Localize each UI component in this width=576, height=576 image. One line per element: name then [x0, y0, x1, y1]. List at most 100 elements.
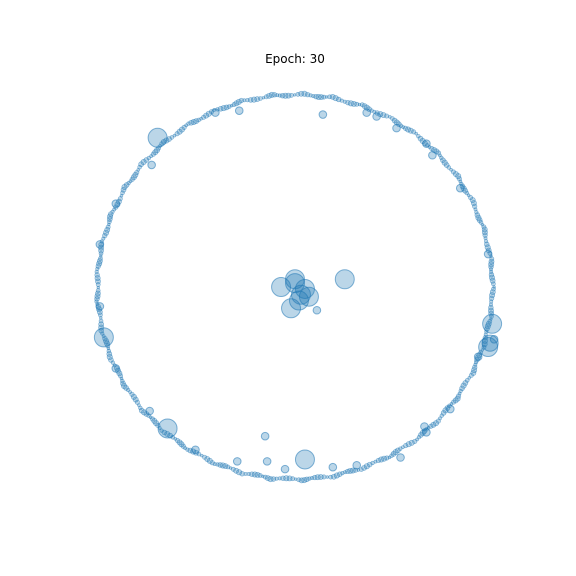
scatter-point-medium: [362, 108, 371, 117]
scatter-point-medium: [396, 453, 405, 462]
scatter-point-ring: [325, 475, 329, 479]
scatter-point-large: [334, 269, 355, 290]
scatter-point-ring: [267, 476, 274, 483]
scatter-point-ring: [95, 266, 100, 271]
scatter-point-ring: [408, 439, 415, 446]
scatter-point-ring: [106, 354, 113, 361]
scatter-point-medium: [428, 150, 437, 160]
scatter-point-medium: [211, 108, 220, 117]
scatter-point-medium: [234, 106, 244, 115]
scatter-point-large: [157, 418, 178, 439]
scatter-point-ring: [405, 126, 412, 133]
scatter-point-ring: [470, 200, 477, 207]
scatter-point-ring: [96, 286, 100, 290]
scatter-point-ring: [230, 466, 236, 472]
scatter-point-ring: [161, 429, 168, 436]
scatter-point-ring: [203, 112, 210, 119]
scatter-point-ring: [489, 256, 495, 262]
scatter-point-ring: [416, 133, 421, 139]
scatter-point-medium: [260, 431, 270, 441]
scatter-point-medium: [280, 464, 290, 474]
scatter-point-medium: [392, 123, 401, 133]
scatter-point-medium: [232, 457, 242, 466]
scatter-point-ring: [121, 382, 128, 389]
scatter-point-medium: [147, 160, 156, 170]
scatter-point-large: [482, 313, 503, 334]
scatter-point-ring: [245, 98, 250, 103]
scatter-point-medium: [328, 462, 338, 472]
scatter-point-ring: [97, 312, 103, 318]
scatter-point-large: [481, 334, 499, 352]
scatter-point-ring: [117, 196, 123, 202]
scatter-point-ring: [95, 288, 101, 293]
scatter-point-ring: [266, 92, 273, 99]
scatter-point-large: [298, 286, 319, 307]
scatter-point-ring: [359, 102, 365, 108]
scatter-point-ring: [222, 463, 229, 469]
scatter-point-medium: [455, 183, 465, 193]
scatter-point-large: [281, 298, 302, 319]
scatter-point-ring: [164, 431, 171, 438]
scatter-point-ring: [332, 95, 339, 102]
scatter-point-ring: [390, 116, 395, 121]
scatter-point-ring: [402, 125, 409, 131]
scatter-point-ring: [475, 214, 482, 221]
scatter-point-medium: [372, 112, 381, 121]
scatter-point-ring: [233, 100, 240, 107]
scatter-point-medium: [191, 445, 200, 455]
scatter-point-ring: [236, 469, 243, 476]
scatter-point-ring: [401, 125, 406, 129]
scatter-point-ring: [488, 305, 494, 311]
scatter-point-ring: [106, 351, 113, 357]
scatter-point-medium: [312, 305, 322, 315]
scatter-point-ring: [280, 475, 286, 481]
scatter-point-medium: [318, 110, 328, 119]
scatter-point-medium: [145, 406, 154, 416]
scatter-point-ring: [301, 90, 308, 97]
scatter-point-ring: [350, 100, 357, 107]
scatter-point-medium: [111, 364, 121, 373]
scatter-point-ring: [96, 309, 103, 315]
scatter-point-ring: [295, 92, 301, 97]
scatter-point-ring: [464, 378, 470, 383]
scatter-point-ring: [239, 471, 245, 477]
scatter-point-medium: [422, 139, 431, 148]
scatter-point-ring: [181, 124, 187, 130]
scatter-point-ring: [361, 103, 368, 109]
scatter-point-ring: [290, 476, 296, 482]
scatter-point-ring: [489, 289, 496, 295]
scatter-point-ring: [110, 360, 115, 365]
scatter-point-large: [294, 449, 315, 470]
scatter-point-ring: [484, 239, 489, 244]
scatter-point-ring: [248, 97, 254, 103]
scatter-point-ring: [282, 92, 289, 99]
scatter-point-ring: [107, 219, 112, 225]
scatter-point-ring: [331, 473, 337, 480]
scatter-point-ring: [405, 441, 412, 448]
scatter-point-ring: [321, 474, 327, 480]
scatter-point-ring: [95, 282, 101, 287]
scatter-point-ring: [333, 472, 340, 479]
scatter-point-ring: [314, 474, 321, 481]
scatter-point-large: [93, 327, 114, 348]
scatter-point-ring: [458, 179, 463, 184]
scatter-point-ring: [335, 96, 342, 103]
scatter-point-ring: [98, 321, 105, 328]
scatter-point-ring: [481, 226, 488, 233]
scatter-point-ring: [363, 463, 370, 470]
scatter-point-ring: [132, 396, 139, 403]
scatter-point-ring: [438, 416, 442, 421]
scatter-point-ring: [327, 94, 333, 100]
plot-area: [93, 90, 503, 484]
scatter-point-ring: [449, 167, 453, 172]
chart-title: Epoch: 30: [265, 52, 325, 66]
scatter-point-large: [290, 284, 311, 305]
scatter-point-ring: [347, 100, 354, 107]
scatter-point-ring: [403, 443, 409, 449]
scatter-point-ring: [233, 467, 240, 474]
scatter-point-ring: [491, 286, 496, 292]
scatter-point-medium: [262, 457, 272, 466]
scatter-point-ring: [304, 476, 310, 483]
scatter-point-ring: [98, 251, 104, 256]
